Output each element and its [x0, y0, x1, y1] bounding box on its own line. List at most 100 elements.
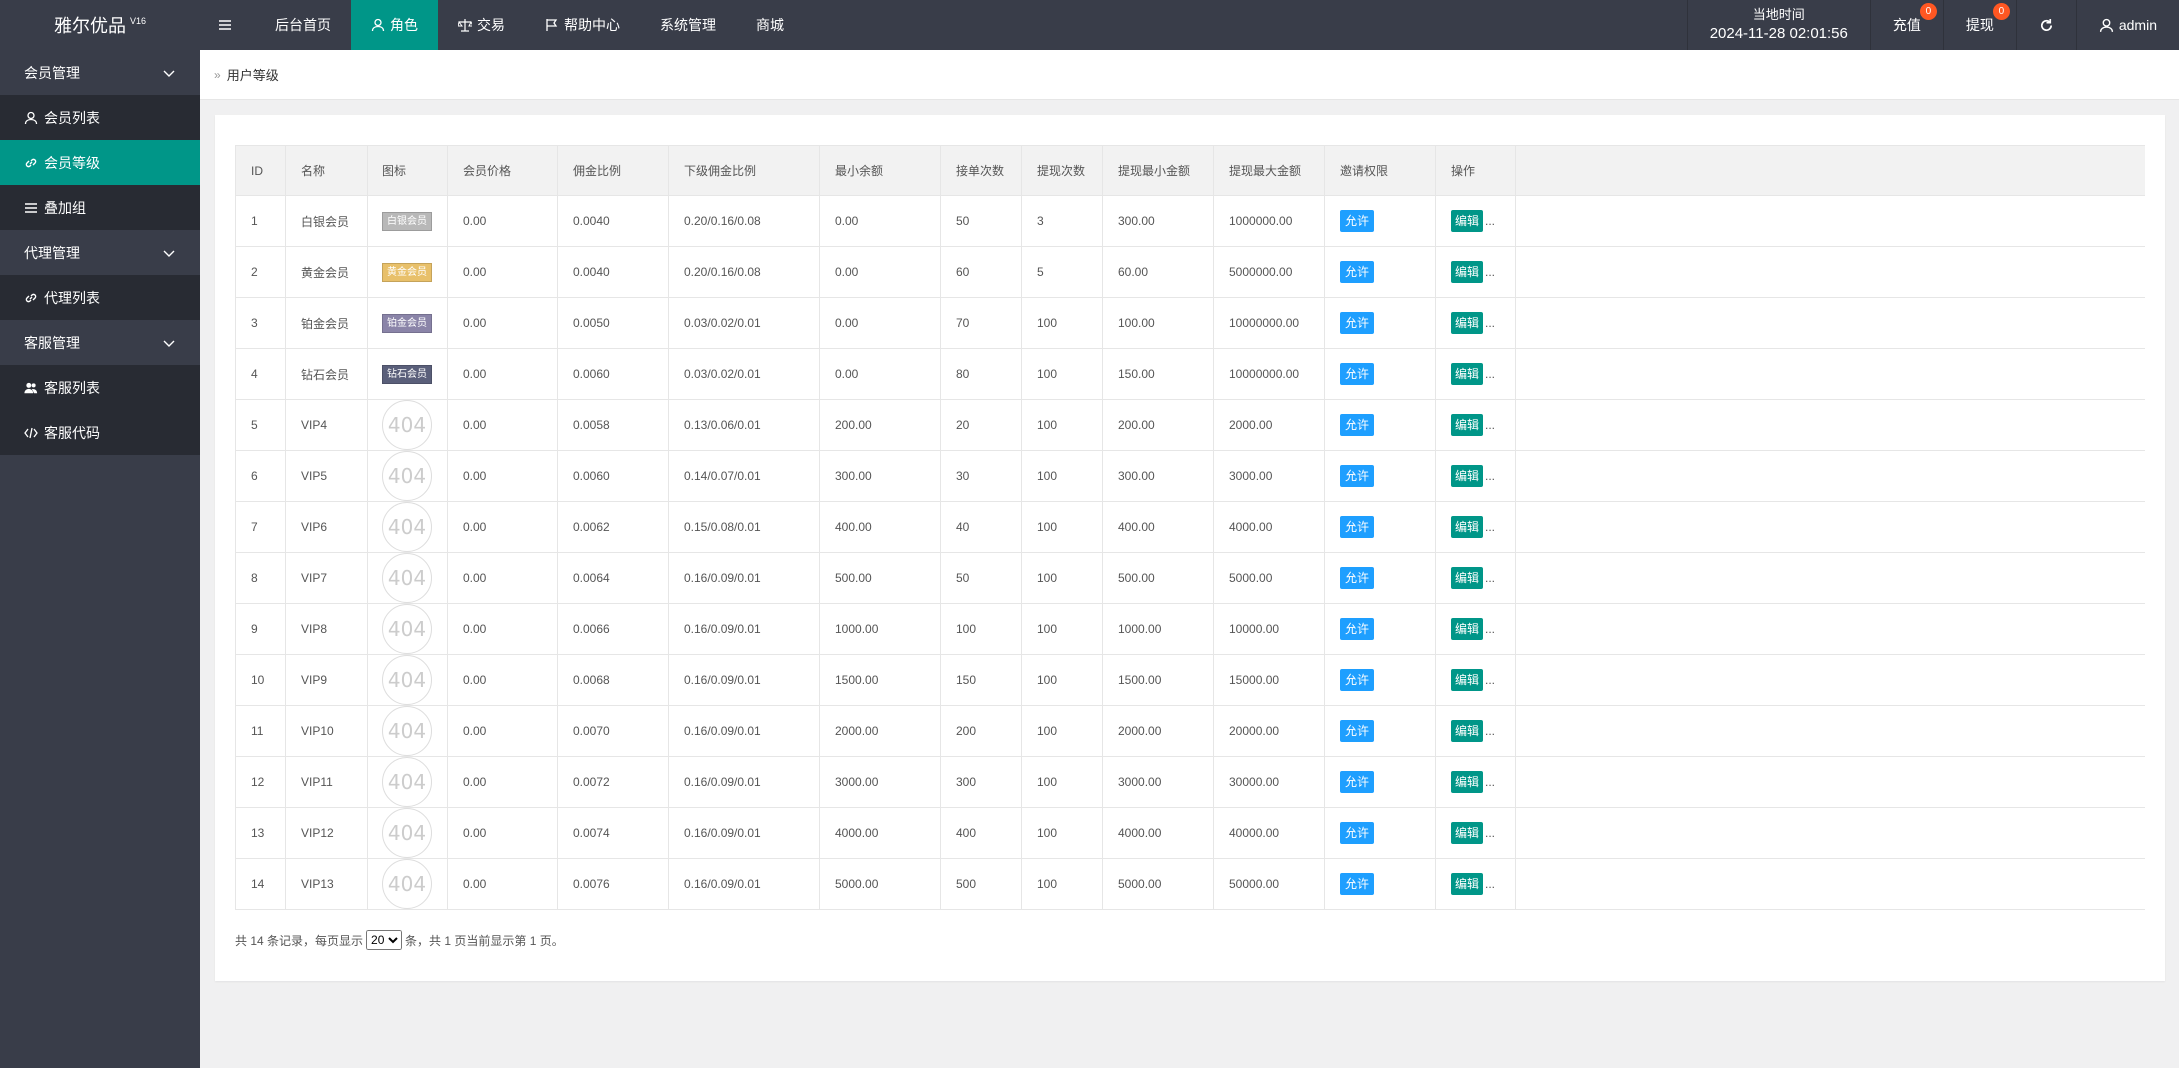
allow-invite-button[interactable]: 允许: [1340, 567, 1375, 589]
sidebar: 会员管理 会员列表 会员等级 叠加组 代理管理 代理列表 客服管理客服列表客服代码: [0, 50, 200, 1068]
more-actions-button[interactable]: ...: [1485, 418, 1496, 432]
cell-commission: 0.0074: [557, 807, 669, 859]
level-icon-cell: 钻石会员: [367, 348, 448, 400]
row-filler: [1515, 246, 2145, 298]
topnav-item[interactable]: 系统管理: [640, 0, 736, 50]
edit-button[interactable]: 编辑: [1451, 312, 1484, 334]
cell-invite: 允许: [1324, 603, 1436, 655]
topnav-item[interactable]: 角色: [351, 0, 438, 50]
clock-value: 2024-11-28 02:01:56: [1709, 25, 1848, 42]
allow-invite-button[interactable]: 允许: [1340, 873, 1375, 895]
cell-minbal: 0.00: [819, 195, 941, 247]
cell-invite: 允许: [1324, 756, 1436, 808]
allow-invite-button[interactable]: 允许: [1340, 720, 1375, 742]
edit-button[interactable]: 编辑: [1451, 669, 1484, 691]
sidebar-item[interactable]: 客服列表: [0, 365, 200, 410]
cell-price: 0.00: [447, 348, 558, 400]
allow-invite-button[interactable]: 允许: [1340, 822, 1375, 844]
sidebar-item[interactable]: 代理列表: [0, 275, 200, 320]
allow-invite-button[interactable]: 允许: [1340, 261, 1375, 283]
more-actions-button[interactable]: ...: [1485, 775, 1496, 789]
topnav-item[interactable]: 交易: [438, 0, 525, 50]
cell-minbal: 1000.00: [819, 603, 941, 655]
edit-button[interactable]: 编辑: [1451, 516, 1484, 538]
sidebar-item[interactable]: 客服代码: [0, 410, 200, 455]
sidebar-group[interactable]: 会员管理: [0, 50, 200, 95]
menu-icon: [219, 20, 231, 30]
cell-commission: 0.0040: [557, 195, 669, 247]
withdraw-count-badge: 0: [1992, 3, 2010, 20]
edit-button[interactable]: 编辑: [1451, 363, 1484, 385]
allow-invite-button[interactable]: 允许: [1340, 465, 1375, 487]
topnav-item[interactable]: 后台首页: [255, 0, 351, 50]
table-row: 5 VIP4 404 0.00 0.0058 0.13/0.06/0.01 200.00 20…: [235, 399, 2145, 451]
more-actions-button[interactable]: ...: [1485, 724, 1496, 738]
column-header: 邀请权限: [1324, 145, 1436, 196]
cell-price: 0.00: [447, 297, 558, 349]
cell-name: VIP9: [285, 654, 368, 706]
more-actions-button[interactable]: ...: [1485, 265, 1496, 279]
cell-commission: 0.0068: [557, 654, 669, 706]
edit-button[interactable]: 编辑: [1451, 210, 1484, 232]
page-size-select[interactable]: 20: [366, 930, 403, 950]
allow-invite-button[interactable]: 允许: [1340, 618, 1375, 640]
app-logo[interactable]: 雅尔优品 V16: [0, 0, 200, 50]
topnav-item[interactable]: 帮助中心: [525, 0, 640, 50]
allow-invite-button[interactable]: 允许: [1340, 771, 1375, 793]
cell-wmin: 150.00: [1102, 348, 1214, 400]
allow-invite-button[interactable]: 允许: [1340, 312, 1375, 334]
edit-button[interactable]: 编辑: [1451, 873, 1484, 895]
edit-button[interactable]: 编辑: [1451, 261, 1484, 283]
sidebar-item[interactable]: 叠加组: [0, 185, 200, 230]
sidebar-group[interactable]: 代理管理: [0, 230, 200, 275]
edit-button[interactable]: 编辑: [1451, 720, 1484, 742]
sidebar-item[interactable]: 会员列表: [0, 95, 200, 140]
withdraw-button[interactable]: 提现 0: [1942, 0, 2016, 50]
sidebar-item-label: 客服列表: [44, 379, 100, 396]
chevron-down-icon: [163, 70, 175, 77]
recharge-button[interactable]: 充值 0: [1869, 0, 1943, 50]
menu-toggle-button[interactable]: [200, 0, 255, 50]
cell-wcount: 100: [1021, 858, 1103, 910]
edit-button[interactable]: 编辑: [1451, 465, 1484, 487]
more-actions-button[interactable]: ...: [1485, 622, 1496, 636]
more-actions-button[interactable]: ...: [1485, 316, 1496, 330]
cell-price: 0.00: [447, 450, 558, 502]
cell-wmin: 300.00: [1102, 450, 1214, 502]
more-actions-button[interactable]: ...: [1485, 214, 1496, 228]
cell-id: 1: [235, 195, 286, 247]
allow-invite-button[interactable]: 允许: [1340, 516, 1375, 538]
level-icon-cell: 404: [367, 603, 448, 655]
allow-invite-button[interactable]: 允许: [1340, 414, 1375, 436]
refresh-button[interactable]: [2015, 0, 2076, 50]
edit-button[interactable]: 编辑: [1451, 618, 1484, 640]
allow-invite-button[interactable]: 允许: [1340, 210, 1375, 232]
cell-id: 5: [235, 399, 286, 451]
cell-orders: 70: [940, 297, 1022, 349]
allow-invite-button[interactable]: 允许: [1340, 669, 1375, 691]
more-actions-button[interactable]: ...: [1485, 826, 1496, 840]
more-actions-button[interactable]: ...: [1485, 877, 1496, 891]
level-icon-cell: 404: [367, 654, 448, 706]
row-filler: [1515, 399, 2145, 451]
sidebar-item[interactable]: 会员等级: [0, 140, 200, 185]
more-actions-button[interactable]: ...: [1485, 367, 1496, 381]
pager-prefix: 共 14 条记录，每页显示: [235, 933, 364, 948]
level-icon-cell: 404: [367, 450, 448, 502]
edit-button[interactable]: 编辑: [1451, 414, 1484, 436]
more-actions-button[interactable]: ...: [1485, 673, 1496, 687]
edit-button[interactable]: 编辑: [1451, 771, 1484, 793]
sidebar-group[interactable]: 客服管理: [0, 320, 200, 365]
more-actions-button[interactable]: ...: [1485, 520, 1496, 534]
broken-image-404: 404: [382, 808, 432, 858]
table-row: 8 VIP7 404 0.00 0.0064 0.16/0.09/0.01 500.00 50…: [235, 552, 2145, 604]
more-actions-button[interactable]: ...: [1485, 571, 1496, 585]
edit-button[interactable]: 编辑: [1451, 822, 1484, 844]
cell-id: 6: [235, 450, 286, 502]
edit-button[interactable]: 编辑: [1451, 567, 1484, 589]
cell-name: 钻石会员: [285, 348, 368, 400]
user-menu[interactable]: admin: [2075, 0, 2179, 50]
allow-invite-button[interactable]: 允许: [1340, 363, 1375, 385]
more-actions-button[interactable]: ...: [1485, 469, 1496, 483]
topnav-item[interactable]: 商城: [736, 0, 804, 50]
